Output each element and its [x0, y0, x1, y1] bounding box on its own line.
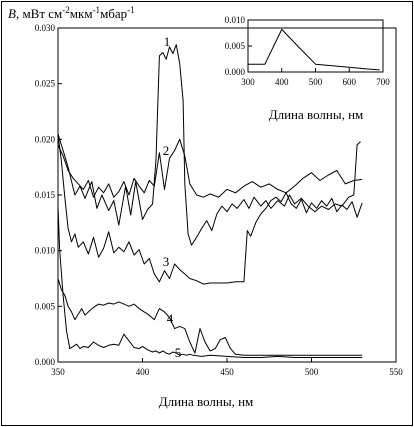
curve-label-3: 3: [163, 254, 170, 269]
y-axis-label-symbol: B: [8, 6, 16, 21]
y-tick-label: 0.010: [35, 246, 56, 256]
inset-chart: 300 400 500 600 700 0.000 0.005 0.010 Длина во…: [225, 15, 391, 122]
y-axis-label-unit2: мкм: [70, 6, 93, 21]
x-tick-label: 500: [309, 77, 323, 87]
series-line-1: [57, 44, 361, 246]
y-tick-label: 0.015: [35, 190, 56, 200]
x-tick-label: 450: [220, 367, 234, 377]
x-tick-label: 600: [343, 77, 357, 87]
series-line-1: [248, 28, 380, 71]
series-line-2: [57, 138, 363, 198]
y-axis-label-exp2: -1: [93, 5, 101, 15]
x-tick-label: 550: [389, 367, 403, 377]
y-tick-label: 0.025: [35, 79, 56, 89]
y-tick-label: 0.005: [225, 41, 246, 51]
y-tick-label: 0.000: [225, 67, 246, 77]
y-tick-label: 0.030: [35, 23, 56, 33]
curve-label-2: 2: [163, 143, 170, 158]
curve-label-4: 4: [167, 311, 174, 326]
y-axis-label-exp1: -2: [62, 5, 70, 15]
inset-curves: [248, 28, 380, 71]
x-tick-label: 300: [241, 77, 255, 87]
x-tick-label: 400: [275, 77, 289, 87]
inset-x-ticks: 300 400 500 600 700: [241, 68, 390, 87]
x-tick-label: 700: [376, 77, 390, 87]
main-y-ticks: 0.000 0.005 0.010 0.015 0.020 0.025 0.030: [35, 23, 62, 367]
y-tick-label: 0.000: [35, 357, 56, 367]
x-tick-label: 350: [51, 367, 65, 377]
y-tick-label: 0.010: [225, 15, 246, 25]
inset-y-ticks: 0.000 0.005 0.010: [225, 15, 252, 77]
x-axis-label: Длина волны, нм: [159, 394, 254, 409]
y-tick-label: 0.005: [35, 301, 56, 311]
y-tick-label: 0.020: [35, 134, 56, 144]
y-axis-label-unit: , мВт см: [16, 6, 62, 21]
main-curve-labels: 1 2 3 4 5: [163, 34, 182, 360]
series-line-4: [57, 278, 363, 356]
main-chart: 350 400 450 500 550 0.000 0.005 0.010 0.015 0.02…: [8, 5, 403, 409]
y-axis-label: B, мВт см-2мкм-1мбар-1: [8, 5, 135, 21]
curve-label-1: 1: [164, 34, 171, 49]
y-axis-label-unit3: мбар: [100, 6, 127, 21]
series-line-3: [57, 133, 363, 285]
series-line-5: [57, 206, 363, 358]
x-tick-label: 400: [136, 367, 150, 377]
curve-label-5: 5: [175, 345, 182, 360]
inset-x-axis-label: Длина волны, нм: [269, 107, 364, 122]
x-tick-label: 500: [305, 367, 319, 377]
main-curves: [57, 44, 363, 358]
y-axis-label-exp3: -1: [127, 5, 135, 15]
main-x-ticks: 350 400 450 500 550: [51, 358, 403, 377]
